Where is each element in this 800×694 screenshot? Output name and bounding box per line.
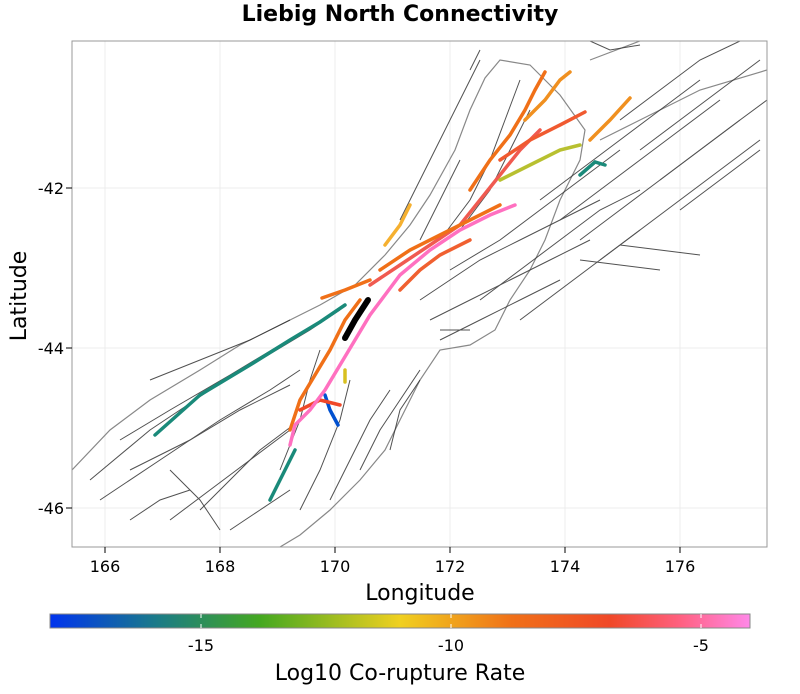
colorbar-tick-label: -5 <box>693 636 709 655</box>
x-axis-ticks <box>104 547 681 553</box>
olive-segment <box>498 143 582 182</box>
rupture-segments <box>153 70 632 502</box>
plot-border <box>71 40 768 548</box>
x-tick-label: 172 <box>435 557 466 576</box>
x-tick-label: 168 <box>205 557 236 576</box>
y-tick-label: -46 <box>38 499 64 518</box>
y-axis-ticks <box>66 187 72 509</box>
orange-segment-2 <box>378 203 502 272</box>
orange-segment-7 <box>320 278 372 300</box>
red-segment-2 <box>368 128 542 287</box>
coastline <box>72 59 586 547</box>
x-tick-label: 174 <box>550 557 581 576</box>
orange-segment-6 <box>588 96 632 142</box>
x-axis-label: Longitude <box>365 581 474 606</box>
orange-segment-5 <box>523 70 572 122</box>
y-axis-label: Latitude <box>7 251 32 342</box>
southern-segment <box>268 448 297 502</box>
orange-segment-1 <box>288 298 362 432</box>
red-segment-4 <box>398 238 472 292</box>
x-tick-label: 176 <box>665 557 696 576</box>
orange-segment-3 <box>383 203 412 247</box>
orange-segment-4 <box>468 70 547 192</box>
colorbar-tick-label: -10 <box>438 636 464 655</box>
plot-panel <box>72 41 767 547</box>
map-title: Liebig North Connectivity <box>241 2 559 27</box>
x-tick-label: 166 <box>90 557 121 576</box>
colorbar-label: Log10 Co-rupture Rate <box>275 661 526 686</box>
pink-rupture-main <box>288 203 517 447</box>
red-segment-1 <box>298 398 342 412</box>
red-segment-3 <box>498 110 587 162</box>
liebig-fault-highlight <box>342 297 371 341</box>
colorbar-ticks <box>200 614 702 628</box>
x-tick-label: 170 <box>320 557 351 576</box>
y-tick-label: -44 <box>38 339 64 358</box>
colorbar <box>49 613 751 629</box>
teal-segment <box>578 160 607 177</box>
y-tick-label: -42 <box>38 179 64 198</box>
colorbar-tick-label: -15 <box>188 636 214 655</box>
alpine-fault-segment <box>153 303 347 437</box>
